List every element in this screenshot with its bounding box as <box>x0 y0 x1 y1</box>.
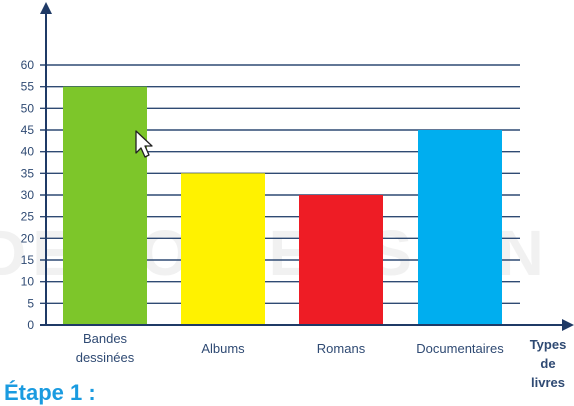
y-tick-labels: 0 5 10 15 20 25 30 35 40 45 50 55 60 <box>21 58 35 332</box>
y-tick-label: 60 <box>21 58 35 72</box>
bar <box>181 173 265 325</box>
y-axis-arrow <box>40 2 52 14</box>
y-tick-label: 0 <box>27 318 34 332</box>
x-category-label: Romans <box>317 341 366 356</box>
x-category-label: Albums <box>201 341 245 356</box>
y-tick-label: 30 <box>21 188 35 202</box>
mouse-pointer-icon <box>135 130 153 158</box>
x-category-labels: Bandes dessinées Albums Romans Documentaires <box>76 331 504 365</box>
y-tick-label: 50 <box>21 101 35 115</box>
step-heading: Étape 1 : <box>4 380 96 405</box>
y-tick-label: 5 <box>27 296 34 310</box>
y-tick-label: 25 <box>21 210 35 224</box>
bar <box>299 195 383 325</box>
x-axis-label: Types de livres <box>530 337 567 390</box>
y-tick-label: 55 <box>21 80 35 94</box>
y-tick-label: 10 <box>21 275 35 289</box>
y-tick-label: 20 <box>21 231 35 245</box>
bar <box>418 130 502 325</box>
y-tick-label: 40 <box>21 145 35 159</box>
y-tick-label: 45 <box>21 123 35 137</box>
bar <box>63 86 147 326</box>
x-category-label: Documentaires <box>416 341 504 356</box>
bars <box>63 86 502 326</box>
y-tick-label: 15 <box>21 253 35 267</box>
x-axis-arrow <box>562 319 574 331</box>
y-tick-label: 35 <box>21 166 35 180</box>
x-category-label: Bandes dessinées <box>76 331 135 365</box>
